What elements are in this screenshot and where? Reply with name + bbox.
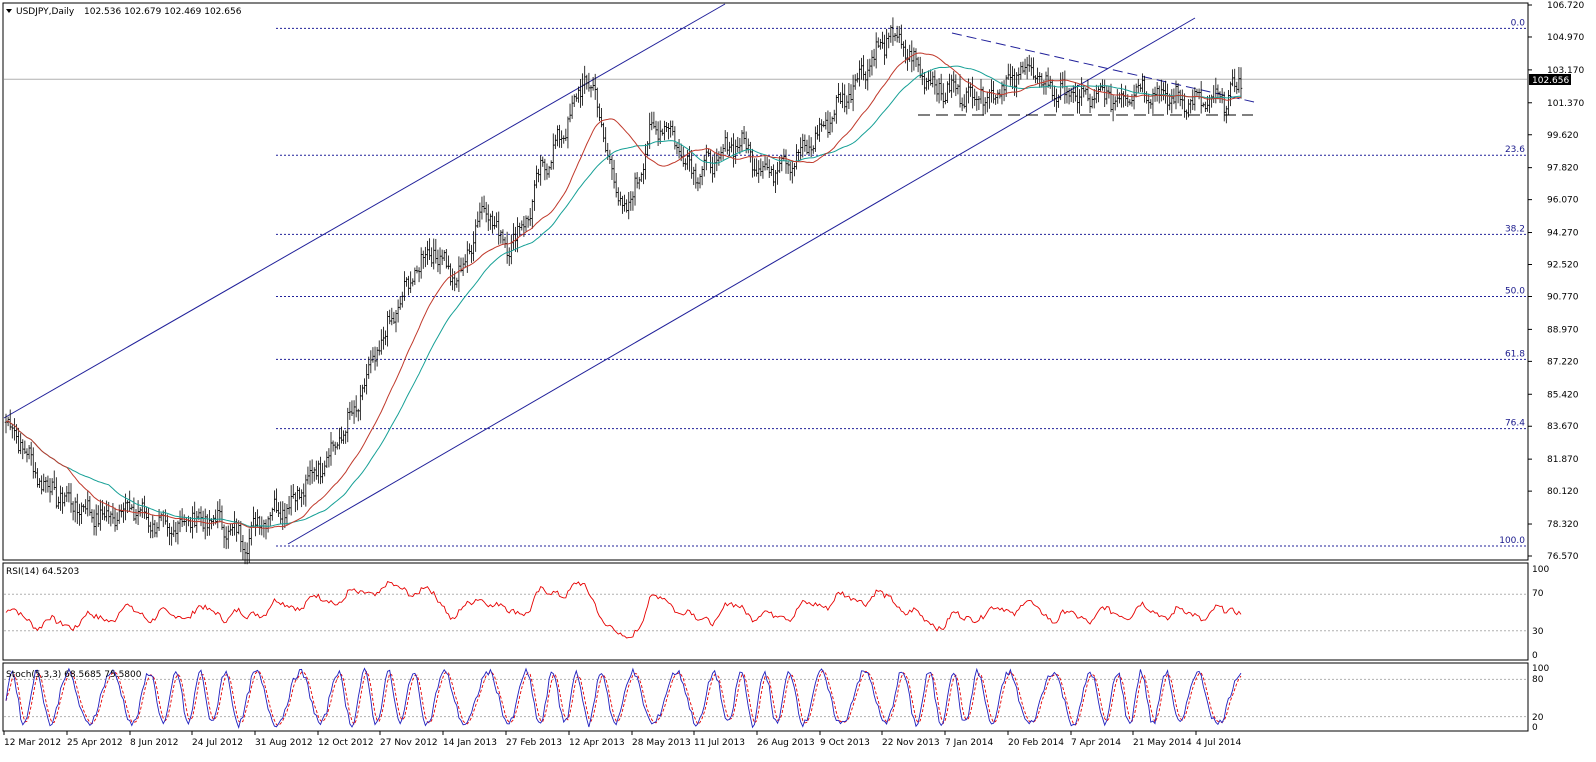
date-tick-label: 27 Feb 2013 [506, 738, 562, 748]
fib-level-label: 0.0 [1511, 18, 1526, 28]
channel-lower-line [287, 17, 1196, 545]
ma-slow-line [5, 65, 1241, 527]
date-tick-label: 7 Jan 2014 [945, 738, 993, 748]
chart-header-ohlc: 102.536 102.679 102.469 102.656 [84, 7, 242, 17]
price-tick-label: 104.970 [1547, 33, 1584, 43]
fib-level-label: 100.0 [1499, 536, 1525, 546]
fib-level-label: 50.0 [1505, 286, 1525, 296]
date-tick-label: 12 Mar 2012 [4, 738, 61, 748]
date-tick-label: 8 Jun 2012 [130, 738, 178, 748]
price-tick-label: 103.170 [1547, 66, 1584, 76]
channel-upper-line [3, 3, 726, 419]
chart-header-symbol: USDJPY,Daily [16, 7, 75, 17]
price-badge-label: 102.656 [1532, 76, 1569, 86]
price-tick-label: 99.620 [1547, 131, 1579, 141]
descending-trendline [951, 32, 1255, 103]
date-tick-label: 31 Aug 2012 [255, 738, 313, 748]
date-tick-label: 4 Jul 2014 [1196, 738, 1241, 748]
price-tick-label: 85.420 [1547, 390, 1579, 400]
date-axis: 12 Mar 2012 25 Apr 2012 8 Jun 2012 24 Jul 2… [3, 731, 1241, 748]
date-tick-label: 12 Oct 2012 [318, 738, 374, 748]
price-tick-label: 96.070 [1547, 196, 1579, 206]
date-tick-label: 24 Jul 2012 [192, 738, 243, 748]
stoch-tick-0: 0 [1532, 723, 1538, 733]
price-tick-label: 92.520 [1547, 261, 1579, 271]
fib-level-label: 76.4 [1505, 419, 1525, 429]
stoch-tick-80: 80 [1532, 675, 1544, 685]
stoch-tick-100: 100 [1532, 664, 1549, 674]
date-tick-label: 21 May 2014 [1133, 738, 1192, 748]
date-tick-label: 14 Jan 2013 [443, 738, 497, 748]
date-tick-label: 25 Apr 2012 [67, 738, 123, 748]
price-tick-label: 78.320 [1547, 520, 1579, 530]
stoch-panel-frame [2, 662, 1529, 732]
rsi-label: RSI(14) 64.5203 [6, 567, 79, 577]
price-tick-label: 90.770 [1547, 292, 1579, 302]
ma-fast-line [5, 52, 1242, 529]
price-tick-label: 97.820 [1547, 164, 1579, 174]
date-tick-label: 26 Aug 2013 [757, 738, 815, 748]
stoch-panel [4, 667, 1527, 730]
rsi-line [5, 581, 1242, 639]
stoch-tick-20: 20 [1532, 713, 1544, 723]
date-tick-label: 22 Nov 2013 [882, 738, 940, 748]
price-axis: 106.720 104.970 103.170 101.370 99.620 97.820… [1528, 1, 1584, 562]
fib-level-label: 38.2 [1505, 224, 1525, 234]
fib-level-label: 23.6 [1505, 145, 1525, 155]
price-tick-label: 101.370 [1547, 99, 1584, 109]
rsi-tick-30: 30 [1532, 627, 1544, 637]
date-tick-label: 11 Jul 2013 [694, 738, 745, 748]
price-tick-label: 83.670 [1547, 422, 1579, 432]
date-tick-label: 20 Feb 2014 [1008, 738, 1064, 748]
main-panel: 0.0 23.6 38.2 50.0 61.8 76.4 100.0 [3, 3, 1527, 565]
rsi-tick-0: 0 [1532, 651, 1538, 661]
date-tick-label: 12 Apr 2013 [569, 738, 625, 748]
price-tick-label: 76.570 [1547, 552, 1579, 562]
rsi-tick-100: 100 [1532, 565, 1549, 575]
rsi-panel-frame [2, 562, 1529, 661]
price-tick-label: 94.270 [1547, 229, 1579, 239]
date-tick-label: 7 Apr 2014 [1071, 738, 1121, 748]
fib-level-label: 61.8 [1505, 349, 1525, 359]
dropdown-triangle-icon[interactable] [6, 9, 12, 13]
price-tick-label: 87.220 [1547, 357, 1579, 367]
stoch-main-line [5, 667, 1242, 730]
main-panel-frame [2, 2, 1529, 561]
price-tick-label: 80.120 [1547, 487, 1579, 497]
date-tick-label: 27 Nov 2012 [380, 738, 438, 748]
rsi-panel [4, 581, 1527, 639]
rsi-tick-70: 70 [1532, 589, 1544, 599]
stoch-label: Stoch(5,3,3) 68.5685 75.5800 [6, 670, 142, 680]
date-tick-label: 28 May 2013 [632, 738, 691, 748]
price-tick-label: 88.970 [1547, 325, 1579, 335]
price-tick-label: 106.720 [1547, 1, 1584, 11]
price-badge [1529, 74, 1571, 85]
date-tick-label: 9 Oct 2013 [820, 738, 870, 748]
price-tick-label: 81.870 [1547, 455, 1579, 465]
stoch-signal-line [5, 670, 1242, 727]
